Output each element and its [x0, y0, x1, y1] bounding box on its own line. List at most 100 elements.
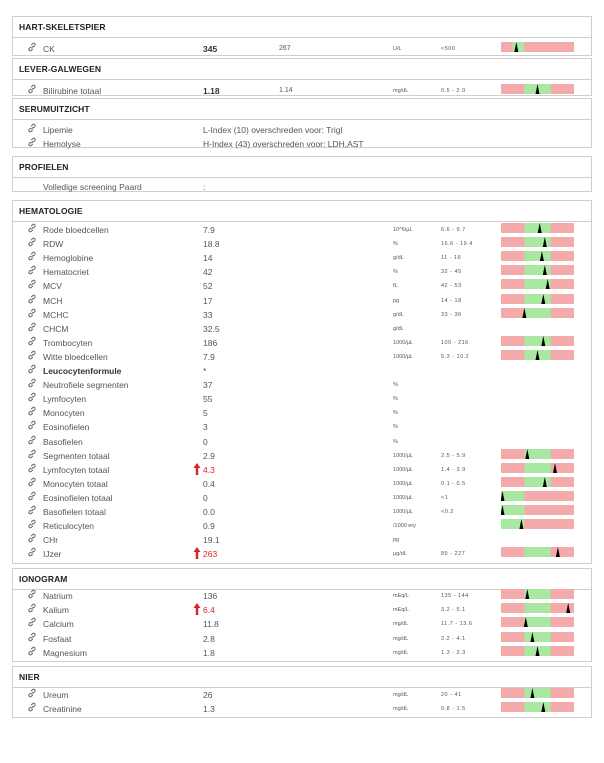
- unit: mg/dL: [393, 621, 409, 628]
- test-name: Monocyten totaal: [43, 478, 108, 489]
- link-icon[interactable]: [27, 646, 37, 656]
- test-name: Natrium: [43, 591, 73, 601]
- test-value: 11.8: [203, 619, 219, 630]
- range-gauge: [501, 462, 574, 473]
- test-name: Basofielen: [43, 436, 83, 447]
- reference-range: <1: [441, 494, 449, 501]
- link-icon[interactable]: [27, 137, 37, 147]
- test-row: Basofielen totaal 0.0 1000/µL <0.2: [13, 505, 591, 519]
- test-name: Ureum: [43, 690, 69, 700]
- unit: %: [393, 269, 398, 276]
- gauge-normal-zone: [524, 448, 551, 459]
- gauge-normal-zone: [524, 279, 551, 290]
- link-icon[interactable]: [27, 702, 37, 712]
- test-value: 0.0: [203, 507, 215, 517]
- link-icon[interactable]: [27, 123, 37, 133]
- unit: 1000/µL: [393, 466, 413, 473]
- reference-range: 0.8 - 1.5: [441, 705, 466, 712]
- test-row: Hemoglobine 14 g/dL 11 - 16: [13, 251, 591, 265]
- test-name: MCH: [43, 295, 63, 306]
- link-icon[interactable]: [27, 420, 37, 430]
- test-value: 26: [203, 690, 213, 700]
- reference-range: 20 - 41: [441, 692, 462, 698]
- unit: mEq/L: [393, 607, 409, 614]
- high-arrow-icon: [193, 547, 201, 560]
- test-text-value: :: [203, 182, 206, 192]
- link-icon[interactable]: [27, 279, 37, 289]
- link-icon[interactable]: [27, 406, 37, 416]
- unit: 1000/µL: [393, 509, 413, 515]
- link-icon[interactable]: [27, 449, 37, 459]
- test-row: IJzer 263 µg/dL 89 - 227: [13, 547, 591, 561]
- reference-range: 0.1 - 0.5: [441, 480, 466, 487]
- link-icon[interactable]: [27, 632, 37, 642]
- gauge-marker: [537, 223, 542, 233]
- range-gauge: [501, 519, 574, 530]
- link-icon[interactable]: [27, 617, 37, 627]
- section-hema: HEMATOLOGIE Rode bloedcellen 7.9 10^6/µL 6.6…: [12, 200, 592, 564]
- link-icon[interactable]: [27, 519, 37, 529]
- range-gauge: [501, 223, 574, 233]
- link-icon[interactable]: [27, 251, 37, 261]
- link-icon[interactable]: [27, 505, 37, 515]
- range-gauge: [501, 476, 574, 487]
- unit: g/dL: [393, 255, 404, 262]
- test-row: Eosinofielen 3%: [13, 420, 591, 434]
- link-icon[interactable]: [27, 491, 37, 501]
- link-icon[interactable]: [27, 547, 37, 557]
- link-icon[interactable]: [27, 435, 37, 445]
- link-icon[interactable]: [27, 223, 37, 233]
- unit: U/L: [393, 46, 402, 52]
- test-text-value: H-Index (43) overschreden voor: LDH,AST: [203, 139, 364, 149]
- test-name: CHr: [43, 535, 59, 546]
- gauge-marker: [542, 476, 547, 487]
- test-value: 0: [203, 492, 208, 503]
- range-gauge: [501, 251, 574, 262]
- reference-range: 135 - 144: [441, 593, 469, 599]
- link-icon[interactable]: [27, 237, 37, 247]
- test-value: 3: [203, 422, 208, 433]
- unit: µg/dL: [393, 551, 407, 558]
- test-row: Bilirubine totaal 1.18 1.14 mg/dL 0.5 - 2.0: [13, 84, 591, 98]
- link-icon[interactable]: [27, 336, 37, 346]
- link-icon[interactable]: [27, 364, 37, 374]
- test-value: 42: [203, 267, 213, 278]
- link-icon[interactable]: [27, 350, 37, 360]
- unit: 1000/µL: [393, 353, 413, 360]
- reference-range: 32 - 45: [441, 269, 462, 276]
- gauge-low-zone: [501, 505, 574, 515]
- link-icon[interactable]: [27, 533, 37, 543]
- link-icon[interactable]: [27, 688, 37, 698]
- gauge-normal-zone: [501, 505, 525, 515]
- test-name: Trombocyten: [43, 337, 93, 348]
- link-icon[interactable]: [27, 322, 37, 332]
- reference-range: 0.5 - 2.0: [441, 88, 466, 94]
- link-icon[interactable]: [27, 392, 37, 402]
- link-icon[interactable]: [27, 463, 37, 473]
- test-name: Creatinine: [43, 703, 82, 714]
- gauge-normal-zone: [524, 265, 551, 276]
- test-value: *: [203, 366, 207, 376]
- link-icon[interactable]: [27, 42, 37, 52]
- test-row: Ureum 26 mg/dL 20 - 41: [13, 688, 591, 702]
- link-icon[interactable]: [27, 84, 37, 94]
- test-value: 0.9: [203, 521, 215, 532]
- test-row: Witte bloedcellen 7.9 1000/µL 5.3 - 10.2: [13, 349, 591, 364]
- test-value: 263: [203, 549, 218, 560]
- gauge-marker: [519, 519, 524, 530]
- test-value: 1.3: [203, 703, 215, 714]
- link-icon[interactable]: [27, 265, 37, 275]
- test-name: RDW: [43, 239, 64, 250]
- test-row: Leucocytenformule *: [13, 364, 591, 378]
- link-icon[interactable]: [27, 589, 37, 599]
- unit: %: [393, 241, 398, 248]
- gauge-marker: [530, 631, 535, 642]
- test-value: 0.4: [203, 478, 215, 489]
- link-icon[interactable]: [27, 378, 37, 388]
- link-icon[interactable]: [27, 477, 37, 487]
- link-icon[interactable]: [27, 308, 37, 318]
- test-name: Bilirubine totaal: [43, 86, 102, 96]
- gauge-normal-zone: [524, 237, 551, 248]
- link-icon[interactable]: [27, 294, 37, 304]
- link-icon[interactable]: [27, 603, 37, 613]
